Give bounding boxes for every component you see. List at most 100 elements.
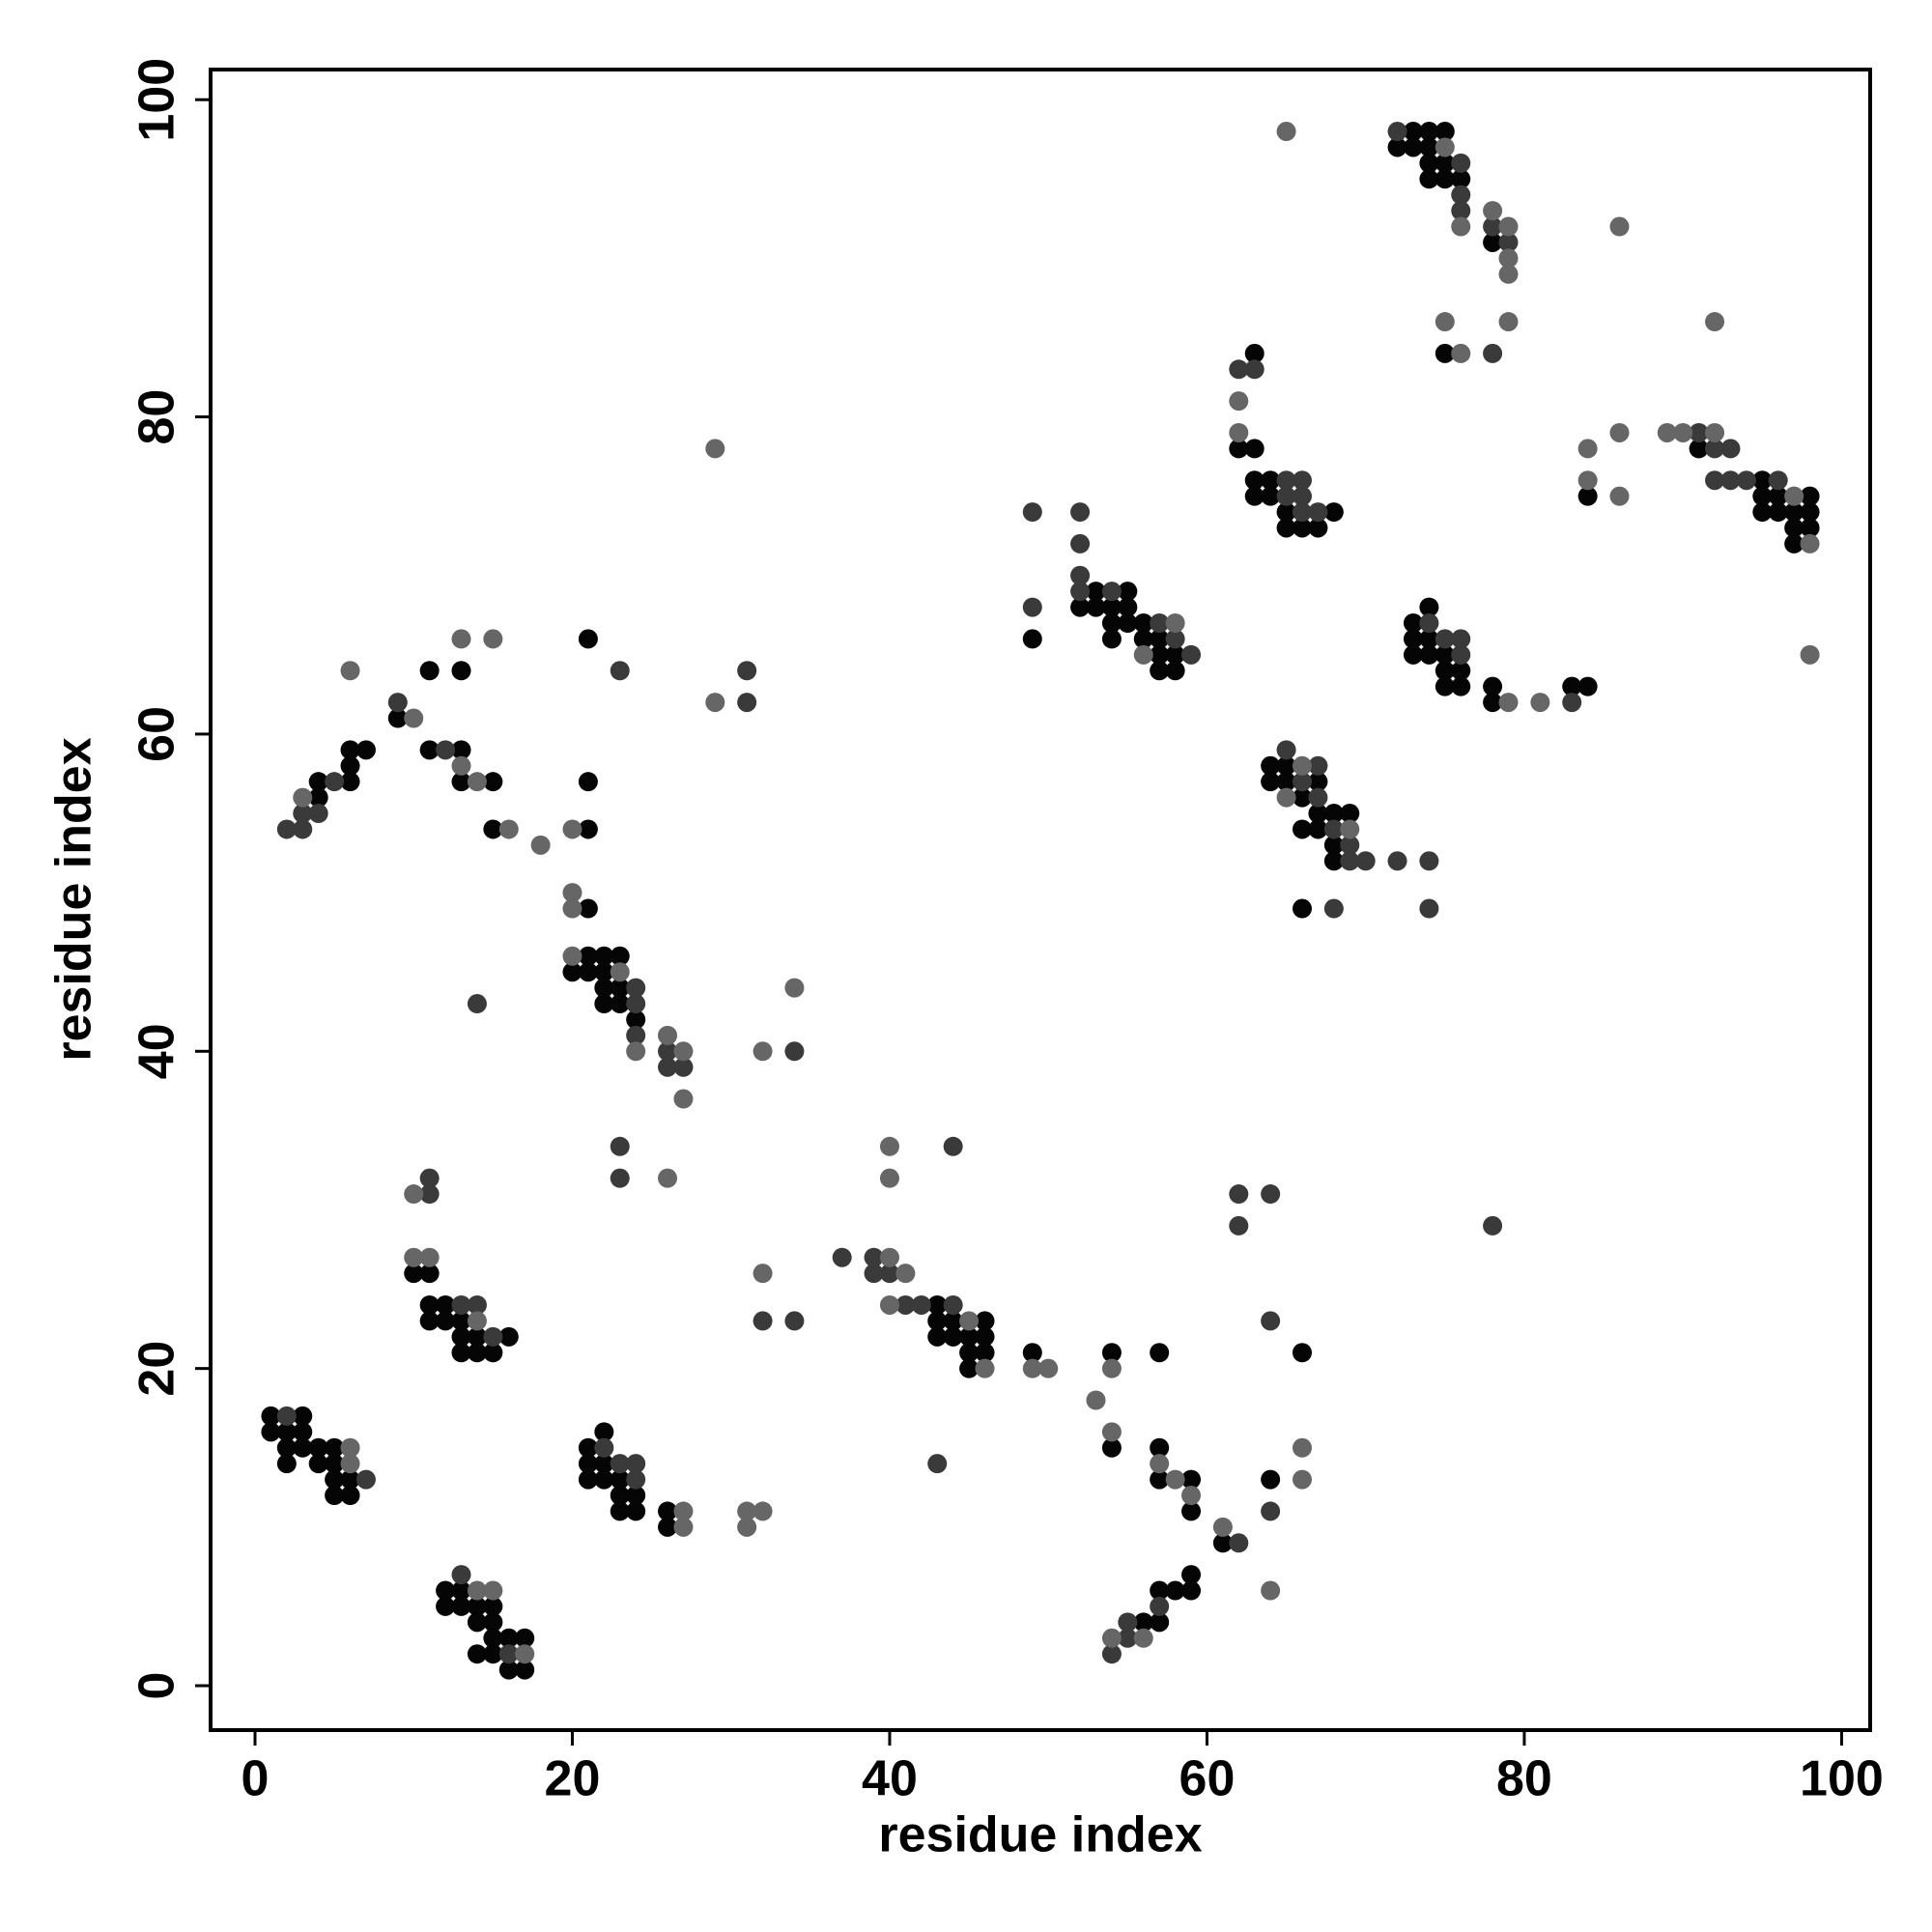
point xyxy=(626,1041,646,1062)
point xyxy=(1022,1343,1042,1363)
point xyxy=(340,1469,360,1490)
point xyxy=(1181,644,1202,665)
point xyxy=(1261,486,1281,506)
point xyxy=(1086,1390,1106,1410)
point xyxy=(737,661,757,681)
point xyxy=(261,1422,281,1442)
point xyxy=(1229,391,1249,412)
point xyxy=(1022,502,1042,523)
point xyxy=(626,1469,646,1490)
point xyxy=(467,994,487,1014)
point xyxy=(1181,1469,1202,1490)
point xyxy=(1483,232,1503,252)
point xyxy=(1133,1628,1153,1648)
point xyxy=(1308,772,1328,792)
point xyxy=(1293,1437,1313,1458)
point xyxy=(515,1660,535,1680)
point xyxy=(308,772,328,792)
point xyxy=(959,1343,980,1363)
point xyxy=(1577,470,1598,491)
point xyxy=(1609,486,1630,506)
point xyxy=(1118,582,1138,602)
point xyxy=(1118,597,1138,617)
point xyxy=(1340,851,1360,871)
point xyxy=(1293,787,1313,808)
point xyxy=(1118,1612,1138,1633)
point xyxy=(1308,804,1328,824)
point xyxy=(419,740,440,760)
point xyxy=(1577,486,1598,506)
point xyxy=(673,1057,694,1077)
x-tick-label: 40 xyxy=(862,1751,918,1807)
point xyxy=(1150,661,1170,681)
point xyxy=(1800,486,1820,506)
point xyxy=(1150,1437,1170,1458)
point xyxy=(1244,486,1264,506)
point xyxy=(1403,644,1423,665)
point xyxy=(879,1136,899,1156)
point xyxy=(1800,502,1820,523)
point xyxy=(895,1264,916,1284)
point xyxy=(483,629,503,649)
point xyxy=(1022,1358,1042,1378)
point xyxy=(610,1168,630,1188)
point xyxy=(1261,1469,1281,1490)
point xyxy=(578,772,598,792)
point xyxy=(451,740,471,760)
point xyxy=(436,1311,456,1331)
point xyxy=(483,1580,503,1601)
point xyxy=(784,978,805,998)
point xyxy=(261,1406,281,1426)
point xyxy=(483,1326,503,1347)
point xyxy=(626,1025,646,1045)
point xyxy=(1419,629,1439,649)
point xyxy=(594,1437,614,1458)
point xyxy=(1261,1580,1281,1601)
point xyxy=(1101,1437,1122,1458)
point xyxy=(1403,613,1423,633)
point xyxy=(705,693,725,713)
point xyxy=(610,994,630,1014)
point xyxy=(1451,661,1471,681)
point xyxy=(1150,1596,1170,1616)
point xyxy=(1419,137,1439,157)
point xyxy=(1165,644,1185,665)
point xyxy=(1276,502,1296,523)
point xyxy=(737,1517,757,1537)
point xyxy=(943,1326,963,1347)
point xyxy=(483,1612,503,1633)
point xyxy=(1229,359,1249,380)
point xyxy=(975,1358,995,1378)
point xyxy=(610,978,630,998)
point xyxy=(832,1247,852,1267)
point xyxy=(419,1168,440,1188)
point xyxy=(340,661,360,681)
point xyxy=(927,1311,948,1331)
point xyxy=(451,1311,471,1331)
point xyxy=(325,1469,345,1490)
point xyxy=(404,1264,424,1284)
point xyxy=(1609,216,1630,237)
point xyxy=(451,1596,471,1616)
point xyxy=(673,1041,694,1062)
point xyxy=(419,1184,440,1205)
point xyxy=(451,755,471,776)
point xyxy=(626,1009,646,1030)
point xyxy=(1022,629,1042,649)
point xyxy=(1229,1184,1249,1205)
point xyxy=(1276,470,1296,491)
point xyxy=(1244,343,1264,363)
point xyxy=(927,1326,948,1347)
point xyxy=(1451,201,1471,221)
point xyxy=(610,661,630,681)
point xyxy=(1276,122,1296,142)
point xyxy=(1293,518,1313,538)
x-tick-label: 0 xyxy=(242,1751,270,1807)
point xyxy=(1784,502,1804,523)
point xyxy=(1387,122,1407,142)
point xyxy=(1070,597,1091,617)
point xyxy=(1752,470,1773,491)
point xyxy=(753,1501,773,1521)
point xyxy=(1720,470,1741,491)
point xyxy=(673,1089,694,1109)
